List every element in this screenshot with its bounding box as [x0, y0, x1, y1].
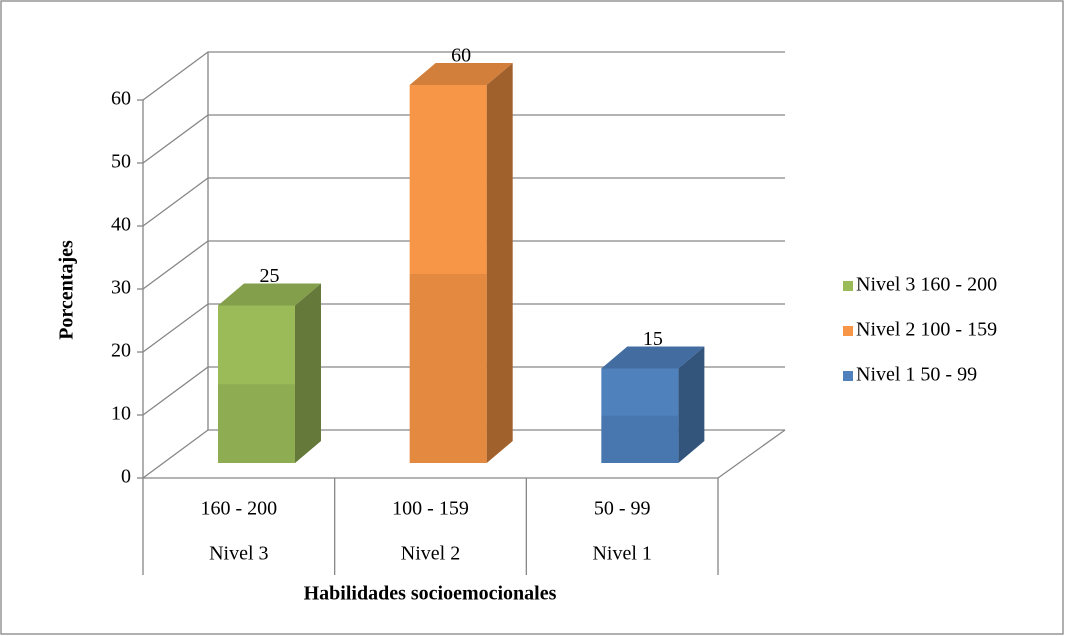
- legend-swatch: [843, 326, 853, 336]
- legend-swatch: [843, 281, 853, 291]
- y-tick-label: 10: [111, 403, 131, 425]
- x-group-label: Nivel 1: [592, 543, 651, 565]
- bar: [409, 85, 487, 463]
- y-tick-label: 30: [111, 277, 131, 299]
- grid-line: [142, 114, 785, 164]
- bar-top: [601, 346, 705, 369]
- bar: [601, 368, 679, 463]
- x-tick-label: 160 - 200: [200, 498, 277, 520]
- bar: [218, 305, 295, 463]
- bar-top-shade: [409, 63, 513, 85]
- bar-top-shade: [218, 283, 321, 306]
- bar-side: [678, 346, 705, 463]
- bar-side-shade: [678, 346, 705, 463]
- value-label: 60: [451, 45, 471, 67]
- bar-side: [486, 63, 513, 463]
- grid-line: [142, 429, 785, 479]
- legend-label: Nivel 1 50 - 99: [856, 364, 977, 386]
- bar-side-shade: [486, 63, 513, 463]
- bar-side-shade: [295, 283, 321, 463]
- legend-label: Nivel 3 160 - 200: [856, 274, 997, 296]
- x-tick-label: 100 - 159: [392, 498, 469, 520]
- bar-top: [218, 283, 321, 306]
- y-tick-label: 40: [111, 214, 131, 236]
- x-group-label: Nivel 3: [209, 543, 268, 565]
- grid-line: [142, 366, 785, 416]
- bar-side: [295, 283, 321, 463]
- y-axis-title: Porcentajes: [56, 240, 78, 340]
- bar-shade: [601, 415, 679, 463]
- value-label: 25: [260, 265, 280, 287]
- value-label: 15: [643, 328, 663, 350]
- x-group-label: Nivel 2: [401, 543, 460, 565]
- y-tick-label: 60: [111, 88, 131, 110]
- y-tick-label: 0: [121, 466, 131, 488]
- bar-top-shade: [601, 346, 705, 369]
- x-axis-title: Habilidades socioemocionales: [304, 583, 557, 605]
- bar-shade: [409, 274, 487, 463]
- y-tick-label: 50: [111, 151, 131, 173]
- legend-label: Nivel 2 100 - 159: [856, 319, 997, 341]
- grid-line: [142, 177, 785, 227]
- grid-line: [142, 303, 785, 353]
- grid-line: [142, 240, 785, 290]
- bar-top: [409, 63, 513, 85]
- bar-shade: [218, 384, 295, 463]
- x-tick-label: 50 - 99: [594, 498, 651, 520]
- grid-line: [142, 51, 785, 101]
- y-tick-label: 20: [111, 340, 131, 362]
- legend-swatch: [843, 371, 853, 381]
